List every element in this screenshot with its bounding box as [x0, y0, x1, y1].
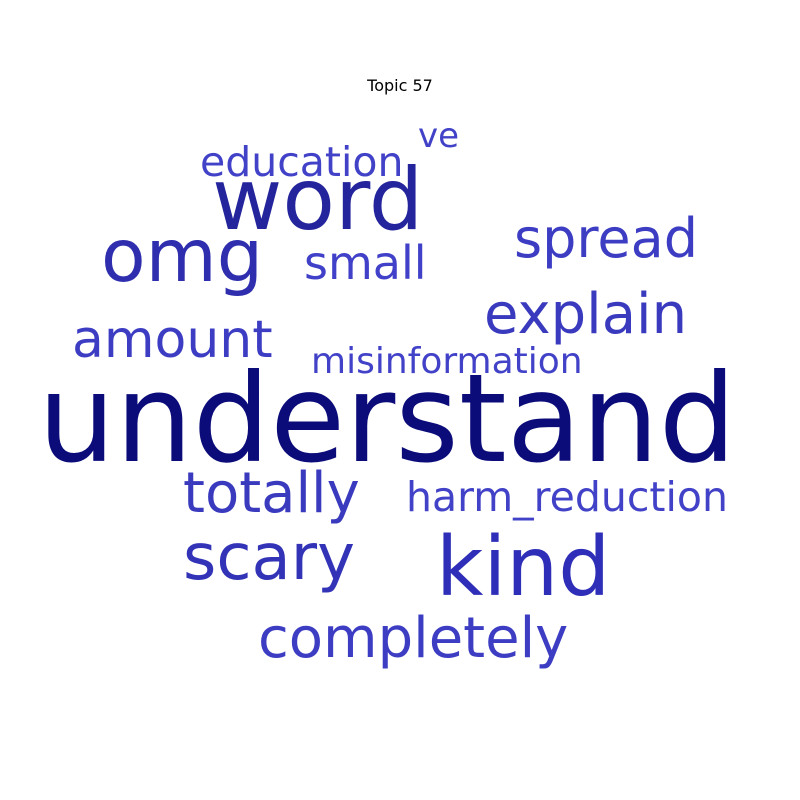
word-small: small	[304, 236, 427, 290]
word-explain: explain	[484, 282, 688, 347]
word-omg: omg	[101, 214, 264, 299]
word-cloud-title: Topic 57	[367, 76, 433, 95]
word-completely: completely	[258, 606, 569, 671]
word-harm-reduction: harm_reduction	[406, 473, 728, 521]
word-word: word	[212, 150, 424, 250]
word-misinformation: misinformation	[311, 341, 583, 382]
word-kind: kind	[436, 520, 611, 615]
word-education: education	[200, 138, 404, 186]
word-understand: understand	[38, 348, 737, 490]
word-totally: totally	[183, 461, 360, 526]
word-amount: amount	[72, 310, 273, 370]
word-ve: ve	[418, 116, 460, 156]
word-spread: spread	[514, 207, 699, 270]
word-scary: scary	[183, 521, 355, 595]
